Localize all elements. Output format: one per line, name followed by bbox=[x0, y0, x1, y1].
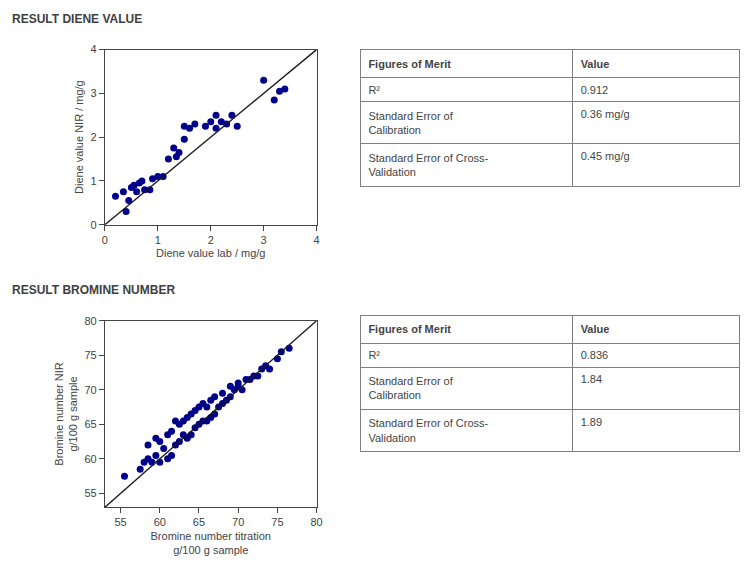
svg-text:60: 60 bbox=[154, 516, 166, 528]
svg-text:4: 4 bbox=[314, 234, 320, 246]
svg-text:55: 55 bbox=[114, 516, 126, 528]
svg-text:Standard Error ofCalibration: Standard Error ofCalibration bbox=[368, 375, 453, 401]
svg-text:Diene value lab / mg/g: Diene value lab / mg/g bbox=[156, 247, 265, 259]
svg-text:3: 3 bbox=[91, 87, 97, 99]
svg-text:Bromine number NIRg/100 g samp: Bromine number NIRg/100 g sample bbox=[53, 362, 79, 465]
svg-text:0: 0 bbox=[91, 219, 97, 231]
svg-text:2: 2 bbox=[208, 234, 214, 246]
svg-text:0.36 mg/g: 0.36 mg/g bbox=[581, 108, 630, 120]
svg-text:80: 80 bbox=[310, 516, 322, 528]
svg-text:Value: Value bbox=[581, 323, 610, 335]
svg-text:3: 3 bbox=[261, 234, 267, 246]
svg-text:80: 80 bbox=[84, 315, 96, 327]
svg-text:1.89: 1.89 bbox=[581, 416, 602, 428]
svg-text:0: 0 bbox=[102, 234, 108, 246]
svg-text:0.912: 0.912 bbox=[581, 84, 609, 96]
svg-text:75: 75 bbox=[84, 349, 96, 361]
svg-text:70: 70 bbox=[232, 516, 244, 528]
svg-text:0.836: 0.836 bbox=[581, 349, 609, 361]
svg-text:55: 55 bbox=[84, 487, 96, 499]
svg-text:Figures of Merit: Figures of Merit bbox=[368, 323, 451, 335]
svg-text:Standard Error of Cross-Valida: Standard Error of Cross-Validation bbox=[368, 152, 488, 178]
svg-text:R²: R² bbox=[368, 349, 380, 361]
svg-text:1: 1 bbox=[155, 234, 161, 246]
svg-text:Value: Value bbox=[581, 58, 610, 70]
svg-text:RESULT DIENE VALUE: RESULT DIENE VALUE bbox=[12, 12, 142, 26]
svg-text:4: 4 bbox=[91, 43, 97, 55]
svg-text:2: 2 bbox=[91, 131, 97, 143]
svg-text:1.84: 1.84 bbox=[581, 373, 602, 385]
svg-text:Diene value NIR / mg/g: Diene value NIR / mg/g bbox=[73, 80, 85, 194]
svg-text:Figures of Merit: Figures of Merit bbox=[368, 58, 451, 70]
svg-text:Standard Error ofCalibration: Standard Error ofCalibration bbox=[368, 110, 453, 136]
svg-text:65: 65 bbox=[193, 516, 205, 528]
svg-text:70: 70 bbox=[84, 384, 96, 396]
svg-text:1: 1 bbox=[91, 175, 97, 187]
svg-text:60: 60 bbox=[84, 453, 96, 465]
svg-text:0.45 mg/g: 0.45 mg/g bbox=[581, 150, 630, 162]
svg-text:65: 65 bbox=[84, 418, 96, 430]
svg-text:RESULT BROMINE NUMBER: RESULT BROMINE NUMBER bbox=[12, 283, 175, 297]
svg-text:Bromine number titrationg/100: Bromine number titrationg/100 g sample bbox=[151, 530, 271, 556]
svg-text:R²: R² bbox=[368, 84, 380, 96]
svg-text:Standard Error of Cross-Valida: Standard Error of Cross-Validation bbox=[368, 417, 488, 443]
svg-text:75: 75 bbox=[271, 516, 283, 528]
